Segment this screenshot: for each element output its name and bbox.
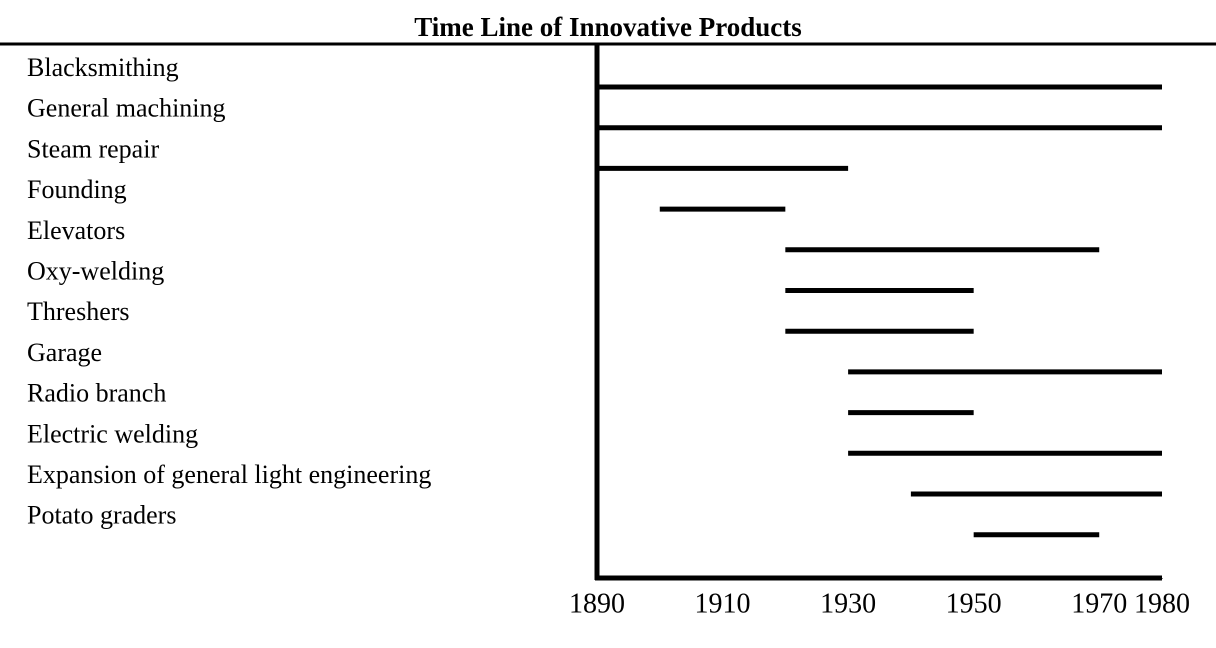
chart-title: Time Line of Innovative Products [414,12,802,42]
category-label: Steam repair [27,134,159,163]
x-tick-label: 1930 [820,588,876,619]
category-label: Blacksmithing [27,53,179,82]
category-label: Elevators [27,216,125,245]
category-label: Threshers [27,297,130,326]
category-label: Electric welding [27,419,198,448]
x-tick-label: 1980 [1134,588,1190,619]
x-tick-label: 1950 [946,588,1002,619]
category-label: Oxy-welding [27,256,164,285]
x-tick-label: 1890 [569,588,625,619]
x-tick-label: 1910 [695,588,751,619]
category-label: Radio branch [27,379,166,408]
category-label: Garage [27,338,102,367]
x-tick-label: 1970 [1071,588,1127,619]
category-label: Expansion of general light engineering [27,460,431,489]
category-label: Founding [27,175,127,204]
category-label: General machining [27,94,226,123]
category-label: Potato graders [27,501,176,530]
